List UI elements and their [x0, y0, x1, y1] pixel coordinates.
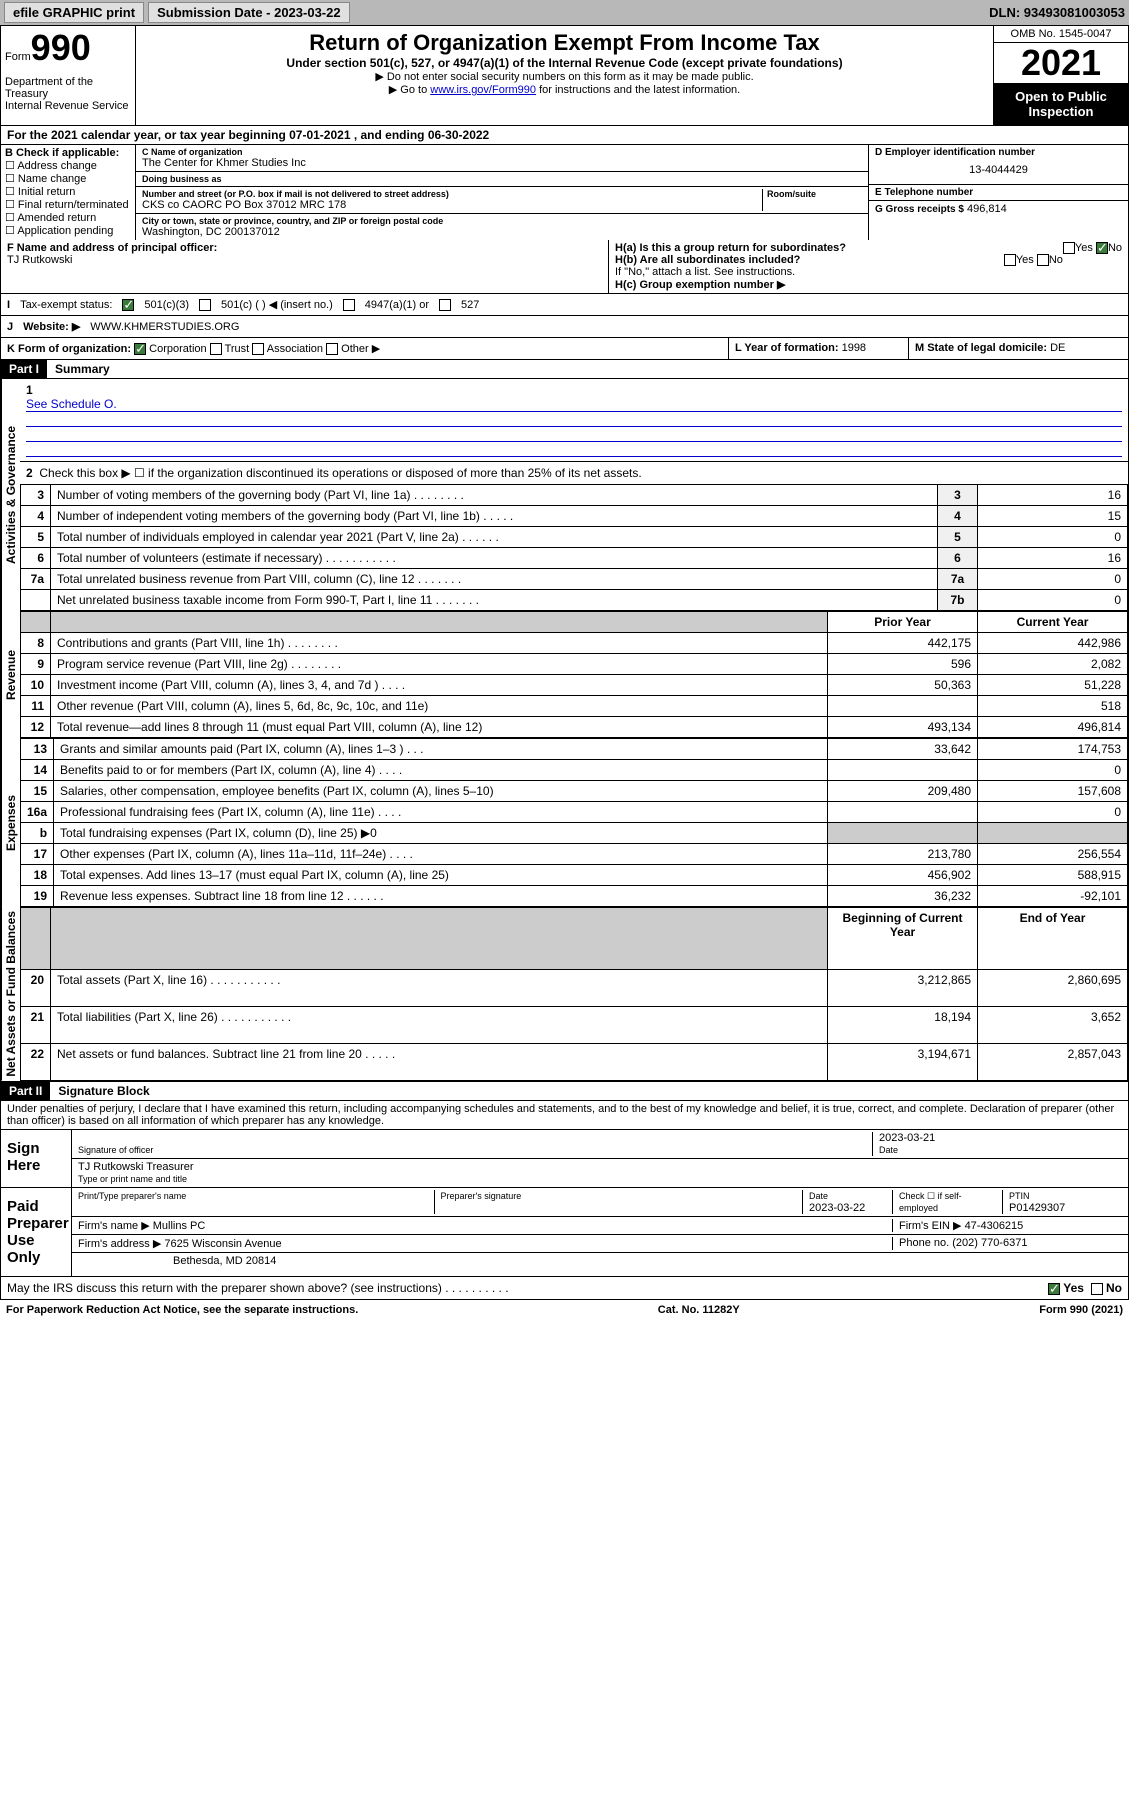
department: Department of the Treasury Internal Reve…: [5, 76, 131, 112]
mission: See Schedule O.: [26, 397, 1122, 412]
state-domicile: DE: [1050, 342, 1065, 354]
open-inspect: Open to Public Inspection: [994, 83, 1128, 125]
row-i: I Tax-exempt status: 501(c)(3) 501(c) ( …: [0, 294, 1129, 316]
form-word: Form: [5, 51, 31, 63]
box-b: B Check if applicable: ☐ Address change …: [1, 145, 136, 240]
firm-phone: (202) 770-6371: [952, 1237, 1027, 1249]
efile-button[interactable]: efile GRAPHIC print: [4, 2, 144, 23]
section-bcd: B Check if applicable: ☐ Address change …: [0, 145, 1129, 240]
sidetab-exp: Expenses: [1, 738, 20, 907]
cb-address[interactable]: ☐ Address change: [5, 159, 131, 172]
box-deg: D Employer identification number13-40444…: [868, 145, 1128, 240]
row-fh: F Name and address of principal officer:…: [0, 240, 1129, 294]
cb-final[interactable]: ☐ Final return/terminated: [5, 198, 131, 211]
sidetab-gov: Activities & Governance: [1, 379, 20, 611]
part1: Part ISummary: [0, 360, 1129, 379]
tax-year: 2021: [994, 43, 1128, 83]
ein: 13-4044429: [875, 158, 1122, 182]
gross-receipts: 496,814: [967, 203, 1007, 215]
header: Form990 Department of the Treasury Inter…: [0, 25, 1129, 126]
sidetab-na: Net Assets or Fund Balances: [1, 907, 20, 1081]
na-table: Beginning of Current YearEnd of Year 20T…: [20, 907, 1128, 1081]
officer-name: TJ Rutkowski: [7, 254, 602, 266]
org-city: Washington, DC 200137012: [142, 226, 862, 238]
year-formation: 1998: [842, 342, 866, 354]
firm-addr: 7625 Wisconsin Avenue: [164, 1238, 281, 1250]
ptin: P01429307: [1009, 1202, 1065, 1214]
topbar: efile GRAPHIC print Submission Date - 20…: [0, 0, 1129, 25]
exp-table: 13Grants and similar amounts paid (Part …: [20, 738, 1128, 907]
footer: For Paperwork Reduction Act Notice, see …: [0, 1300, 1129, 1320]
firm-addr2: Bethesda, MD 20814: [78, 1255, 1122, 1267]
part2: Part IISignature Block: [0, 1082, 1129, 1101]
cb-pending[interactable]: ☐ Application pending: [5, 224, 131, 237]
officer-sig-name: TJ Rutkowski Treasurer: [78, 1161, 194, 1173]
firm-ein: 47-4306215: [965, 1220, 1024, 1232]
omb: OMB No. 1545-0047: [994, 26, 1128, 43]
submission-date: Submission Date - 2023-03-22: [148, 2, 350, 23]
website: WWW.KHMERSTUDIES.ORG: [90, 321, 239, 333]
cb-name[interactable]: ☐ Name change: [5, 172, 131, 185]
may-yes-checked: [1048, 1283, 1060, 1295]
row-a: For the 2021 calendar year, or tax year …: [0, 126, 1129, 145]
501c3-checked: [122, 299, 134, 311]
ha-no-checked: [1096, 242, 1108, 254]
note-link: ▶ Go to www.irs.gov/Form990 for instruct…: [140, 83, 989, 96]
row-k: K Form of organization: Corporation Trus…: [0, 338, 1129, 360]
gov-table: 3Number of voting members of the governi…: [20, 484, 1128, 611]
form-number: 990: [31, 27, 91, 68]
box-c: C Name of organizationThe Center for Khm…: [136, 145, 868, 240]
row-j: J Website: ▶ WWW.KHMERSTUDIES.ORG: [0, 316, 1129, 338]
sidetab-rev: Revenue: [1, 611, 20, 738]
dln: DLN: 93493081003053: [989, 5, 1125, 20]
sig-date: 2023-03-21: [879, 1132, 935, 1144]
cb-amended[interactable]: ☐ Amended return: [5, 211, 131, 224]
org-name: The Center for Khmer Studies Inc: [142, 157, 862, 169]
firm-name: Mullins PC: [153, 1220, 206, 1232]
rev-table: Prior YearCurrent Year 8Contributions an…: [20, 611, 1128, 738]
irs-link[interactable]: www.irs.gov/Form990: [430, 84, 536, 96]
subtitle: Under section 501(c), 527, or 4947(a)(1)…: [140, 56, 989, 70]
corp-checked: [134, 343, 146, 355]
sig-block: Under penalties of perjury, I declare th…: [0, 1101, 1129, 1277]
cb-initial[interactable]: ☐ Initial return: [5, 185, 131, 198]
org-address: CKS co CAORC PO Box 37012 MRC 178: [142, 199, 762, 211]
note-ssn: ▶ Do not enter social security numbers o…: [140, 70, 989, 83]
page-title: Return of Organization Exempt From Incom…: [140, 30, 989, 56]
may-discuss: May the IRS discuss this return with the…: [0, 1277, 1129, 1300]
